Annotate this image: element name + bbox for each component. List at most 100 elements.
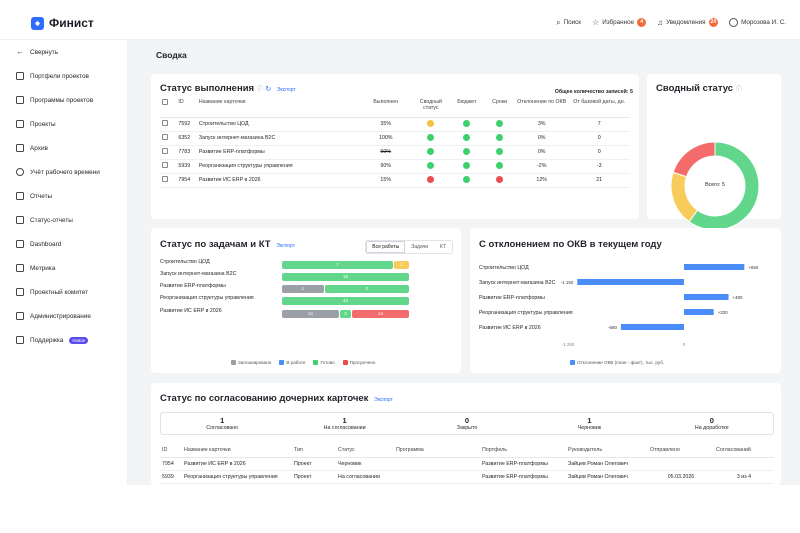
okv-bar[interactable]: [620, 324, 684, 330]
approval-stat[interactable]: 1 На согласовании: [283, 413, 405, 434]
column-header[interactable]: Сроки: [484, 97, 516, 118]
cell-name[interactable]: Строительство ЦОД: [196, 117, 360, 132]
task-bar-segment[interactable]: 1: [394, 261, 409, 269]
tab-all-works[interactable]: Все работы: [366, 241, 406, 253]
headset-icon: [16, 336, 24, 344]
task-bar-row: Запуск интернет-магазина B2C 16: [160, 271, 460, 281]
task-bar-segment[interactable]: 2: [324, 285, 409, 293]
column-header[interactable]: ID: [160, 444, 182, 458]
column-header[interactable]: От базовой даты, дн.: [568, 97, 630, 118]
sidebar-item[interactable]: Программы проектов: [16, 96, 93, 104]
sidebar-item[interactable]: Портфели проектов: [16, 72, 89, 80]
status-dot: [496, 133, 504, 141]
cell-terms: [484, 117, 516, 132]
okv-bar[interactable]: [684, 264, 745, 270]
approval-export-link[interactable]: Экспорт: [374, 397, 393, 403]
approval-card-title-text: Статус по согласованию дочерних карточек: [160, 393, 369, 404]
row-checkbox[interactable]: [162, 162, 168, 168]
cell-name[interactable]: Реорганизация структуры управления: [196, 159, 360, 174]
select-all-checkbox[interactable]: [162, 99, 168, 105]
column-header[interactable]: ID: [176, 97, 197, 118]
tab-tasks[interactable]: Задачи: [411, 244, 429, 250]
refresh-icon[interactable]: ↻: [265, 86, 272, 93]
task-bar-segment[interactable]: 16: [282, 273, 409, 281]
app-logo[interactable]: Финист: [31, 16, 94, 30]
stat-label: Закрыто: [456, 425, 478, 431]
sidebar-collapse-label: Свернуть: [30, 48, 59, 56]
status-export-link[interactable]: Экспорт: [276, 87, 296, 93]
donut-slice[interactable]: [688, 141, 760, 231]
approval-card-title: Статус по согласованию дочерних карточек…: [160, 393, 393, 404]
tasks-export-link[interactable]: Экспорт: [276, 243, 296, 249]
task-bar-segment[interactable]: 1: [282, 285, 324, 293]
sidebar-item[interactable]: Проектный комитет: [16, 288, 88, 296]
column-header[interactable]: Руководитель: [566, 444, 648, 458]
row-checkbox[interactable]: [162, 148, 168, 154]
task-bar-segment[interactable]: 42: [282, 297, 409, 305]
info-icon[interactable]: ⓘ: [735, 87, 742, 93]
okv-bar[interactable]: [684, 309, 714, 315]
approval-stat[interactable]: 0 Закрыто: [406, 413, 528, 434]
column-header[interactable]: Портфель: [480, 444, 566, 458]
cell-name[interactable]: Реорганизация структуры управления: [182, 470, 292, 484]
column-header[interactable]: Тип: [292, 444, 336, 458]
cell-name[interactable]: Запуск интернет-магазина B2C: [196, 131, 360, 146]
okv-bar[interactable]: [577, 279, 684, 285]
committee-icon: [16, 288, 24, 296]
task-bar-segment[interactable]: 14: [282, 310, 339, 318]
tasks-tabs: Все работы Задачи КТ: [365, 240, 453, 254]
table-row[interactable]: 7954 Развитие ИС ERP в 2026 15% 12% 21: [160, 173, 630, 188]
status-dot: [463, 161, 471, 169]
row-checkbox[interactable]: [162, 120, 168, 126]
task-bar-segment[interactable]: 7: [282, 261, 393, 269]
column-header[interactable]: Сводный статус: [412, 97, 450, 118]
approval-stat[interactable]: 1 Согласовано: [161, 413, 283, 434]
sidebar-item[interactable]: Отчеты: [16, 192, 52, 200]
table-row[interactable]: 7592 Строительство ЦОД 35% 3% 7: [160, 117, 630, 132]
sidebar-item[interactable]: Архив: [16, 144, 48, 152]
column-header[interactable]: Отклонение по ОКВ: [515, 97, 569, 118]
sidebar-item[interactable]: Администрирование: [16, 312, 91, 320]
table-row[interactable]: 7783 Развитие ERP-платформы 60% 0% 0: [160, 145, 630, 160]
row-checkbox[interactable]: [162, 176, 168, 182]
cell-name[interactable]: Развитие ИС ERP в 2026: [182, 457, 292, 471]
notifications-button[interactable]: ♫ Уведомления 24: [657, 18, 719, 27]
cell-id: 7954: [160, 457, 182, 471]
column-header[interactable]: Название карточки: [182, 444, 292, 458]
donut-slice[interactable]: [670, 171, 699, 223]
column-header[interactable]: Согласований: [714, 444, 774, 458]
user-menu[interactable]: Морозова И. С.: [729, 18, 786, 27]
approval-stat[interactable]: 0 На доработке: [651, 413, 773, 434]
task-bar-segment[interactable]: 14: [352, 310, 409, 318]
column-header[interactable]: Статус: [336, 444, 394, 458]
sidebar-item[interactable]: Метрика: [16, 264, 55, 272]
sidebar-item[interactable]: Dashboard: [16, 240, 61, 248]
column-header[interactable]: Выполнен: [359, 97, 413, 118]
row-checkbox[interactable]: [162, 134, 168, 140]
summary-card-title: Сводный статус ⓘ: [656, 83, 742, 94]
cell-name[interactable]: Развитие ИС ERP в 2026: [196, 173, 360, 188]
sidebar-item[interactable]: Проекты: [16, 120, 56, 128]
table-row[interactable]: 5939 Реорганизация структуры управления 90…: [160, 159, 630, 174]
column-header[interactable]: Название карточки: [196, 97, 360, 118]
table-row[interactable]: 6352 Запуск интернет-магазина B2C 100% 0% 0: [160, 131, 630, 146]
donut-slice[interactable]: [672, 141, 716, 178]
sidebar-collapse[interactable]: ← Свернуть: [16, 48, 58, 56]
column-header[interactable]: Бюджет: [449, 97, 485, 118]
sidebar-item[interactable]: Статус-отчеты: [16, 216, 73, 224]
cell-approvals: [714, 457, 774, 471]
sidebar-item[interactable]: Поддержка Новое: [16, 336, 89, 344]
table-row[interactable]: 5939 Реорганизация структуры управления Пр…: [160, 470, 774, 484]
search-button[interactable]: ⌕ Поиск: [556, 18, 581, 27]
column-header[interactable]: Программа: [394, 444, 480, 458]
column-header[interactable]: Отправлено: [648, 444, 714, 458]
sidebar-item[interactable]: Учёт рабочего времени: [16, 168, 100, 176]
cell-name[interactable]: Развитие ERP-платформы: [196, 145, 360, 160]
table-row[interactable]: 7954 Развитие ИС ERP в 2026 Проект Черновик…: [160, 457, 774, 471]
task-bar-segment[interactable]: 3: [339, 310, 352, 318]
approval-stat[interactable]: 1 Черновик: [528, 413, 650, 434]
okv-bar[interactable]: [684, 294, 729, 300]
info-icon[interactable]: ⓘ: [256, 87, 263, 93]
tab-kt[interactable]: КТ: [440, 244, 446, 250]
favorites-button[interactable]: ☆ Избранное 4: [592, 18, 647, 27]
